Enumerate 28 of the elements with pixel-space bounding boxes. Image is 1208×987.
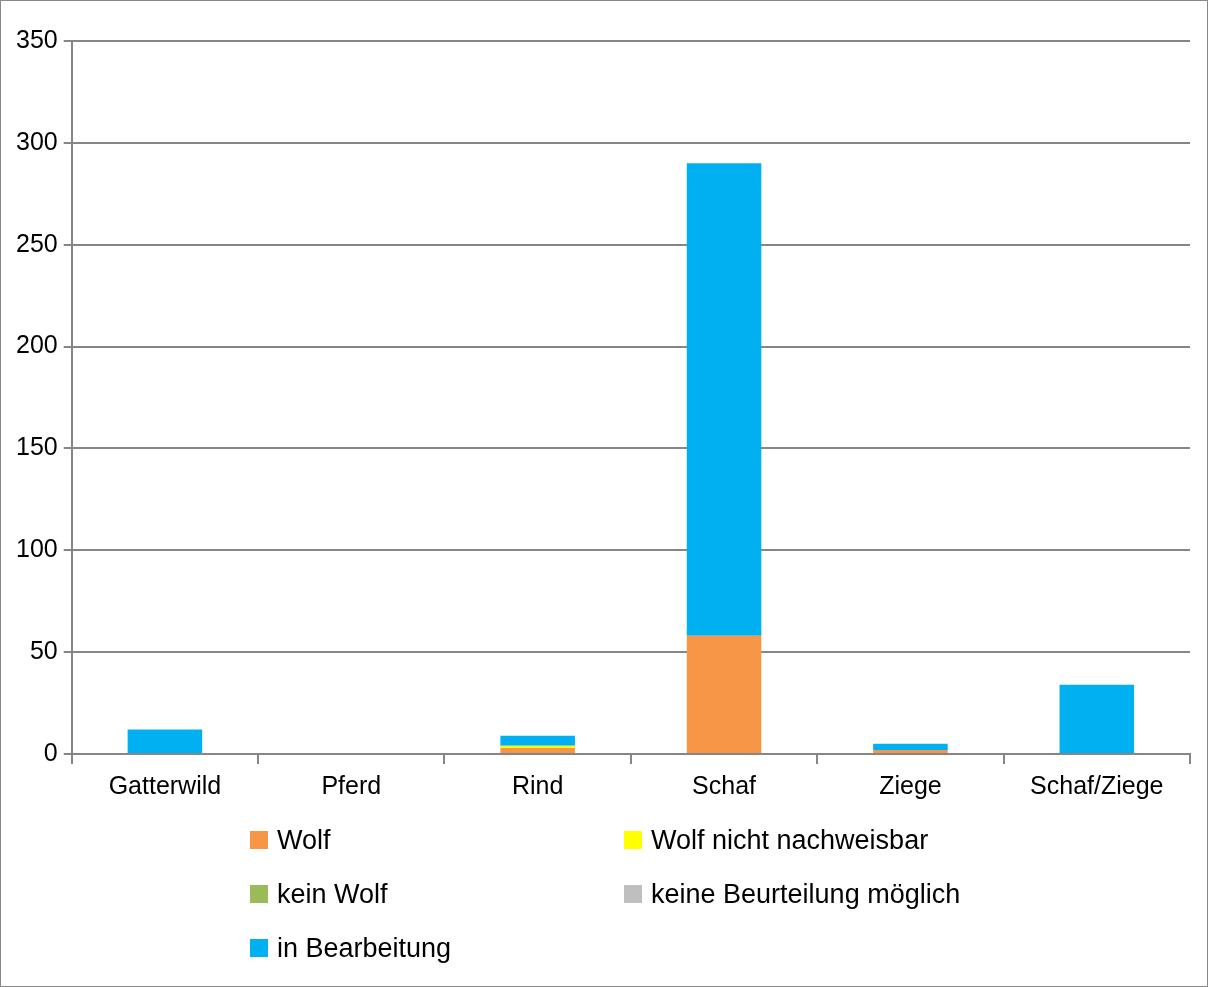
bar [500,747,575,753]
legend-label: kein Wolf [277,878,388,910]
x-tick-label: Ziege [879,770,942,799]
y-tick-label: 350 [15,24,58,53]
x-tick-label: Rind [511,770,564,799]
legend-label: Wolf [277,824,331,856]
bar [500,735,575,746]
bar [686,163,762,636]
bar [873,749,948,753]
bar [127,729,203,753]
legend-label: in Bearbeitung [277,932,452,964]
bar [873,743,948,750]
x-tick-label: Pferd [321,770,382,799]
y-tick-label: 250 [15,228,58,257]
y-tick-label: 200 [15,330,58,359]
y-tick-label: 100 [15,534,58,563]
x-tick-label: Schaf [692,770,757,799]
y-tick-label: 300 [15,126,58,155]
legend-label: keine Beurteilung möglich [651,878,961,910]
y-tick-label: 150 [15,432,58,461]
legend-label: Wolf nicht nachweisbar [651,824,929,856]
x-tick-label: Gatterwild [108,770,222,799]
bar [686,635,762,753]
bar [1059,684,1135,753]
bar [500,745,575,748]
y-tick-label: 50 [29,636,58,665]
y-tick-label: 0 [43,737,58,766]
x-tick-label: Schaf/Ziege [1030,770,1164,799]
